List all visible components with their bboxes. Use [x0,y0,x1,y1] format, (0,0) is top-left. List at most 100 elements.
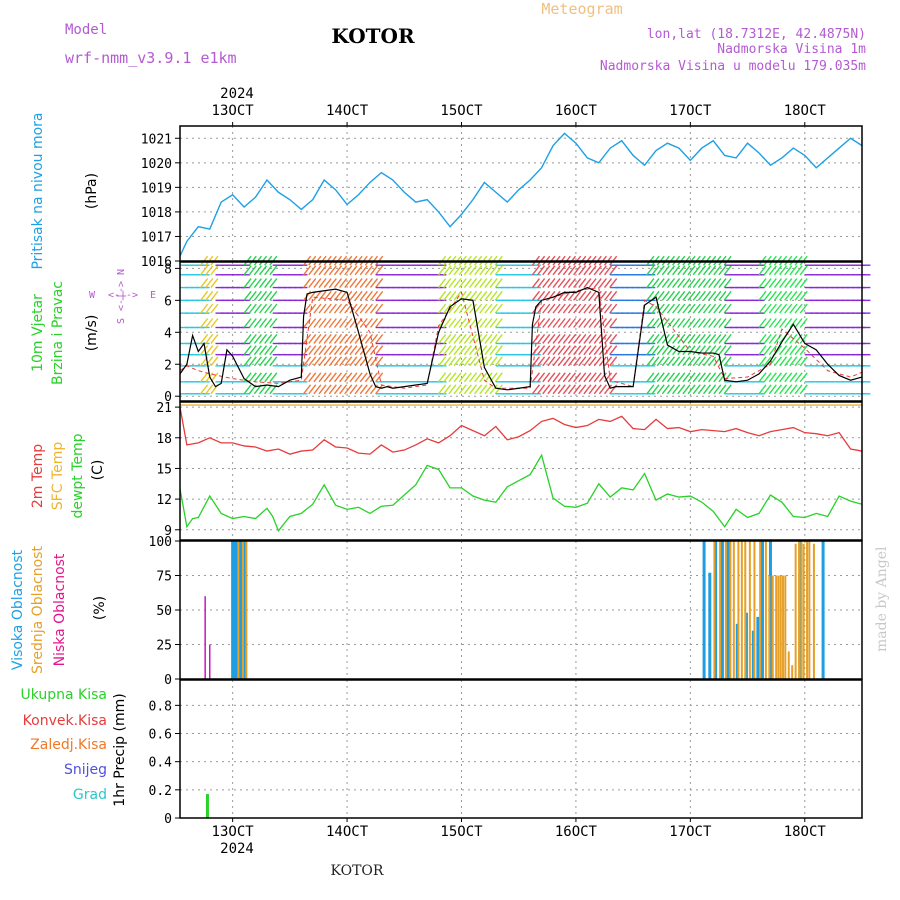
wind-arrow [210,265,219,276]
x-tick-label-top: 13OCT [212,103,255,119]
wind-arrow [651,384,660,395]
cloud-mid-bar [245,541,248,679]
wind-arrow [609,334,618,344]
cloud-ytick-label: 100 [149,535,172,550]
cloud-high-bar [714,541,718,679]
wind-arrow [375,278,384,288]
wind-arrow [651,356,660,367]
wind-arrow [779,265,788,276]
cloud-high-bar [720,541,724,679]
wind-arrow [773,278,783,288]
wind-arrow [318,384,327,395]
wind-arrow [672,372,681,383]
wind-arrow [468,265,478,276]
wind-arrow [713,318,722,328]
wind-arrow [687,303,696,314]
wind-arrow [702,384,712,395]
wind-arrow [779,345,788,356]
wind-arrow [682,384,691,395]
wind-arrow [313,384,322,395]
wind-arrow [453,278,462,288]
wind-arrow [463,384,472,395]
wind-arrow [269,372,278,383]
wind-arrow [794,278,803,288]
wind-arrow [677,345,686,356]
wind-arrow [573,384,582,395]
wind-arrow [264,372,273,383]
wind-arrow [200,303,209,314]
wind-arrow [264,384,273,395]
wind-ytick-label: 6 [164,294,172,309]
wind-arrow [687,356,696,367]
wind-arrow [253,265,262,276]
cloud-mid-bar [798,541,801,679]
wind-arrow [697,384,706,395]
wind-arrow [682,356,691,367]
cloud-mid-bar [732,541,735,679]
wind-arrow [547,318,556,328]
wind-arrow [692,372,701,383]
cloud-ytick-label: 25 [156,639,172,654]
wind-arrow [328,356,337,367]
wind-arrow [718,290,727,301]
wind-arrow [646,345,655,356]
wind-arrow [609,265,618,276]
wind-arrow [375,290,384,301]
wind-arrow [253,318,262,328]
precip-legend-frz: Zaledj.Kisa [30,737,107,753]
wind-arrow [443,318,452,328]
wind-arrow [666,334,676,344]
wind-arrow [323,372,332,383]
wind-arrow [323,290,332,301]
wind-arrow [463,278,472,288]
wind-arrow [692,318,701,328]
wind-arrow [318,303,327,314]
wind-arrow [349,290,358,301]
wind-arrow [578,356,587,367]
wind-arrow [666,372,676,383]
wind-arrow [258,303,268,314]
wind-arrow [364,303,373,314]
wind-arrow [537,318,546,328]
wind-arrow [489,318,498,328]
wind-arrow [708,265,717,276]
wind-arrow [537,303,546,314]
wind-arrow [661,290,670,301]
wind-arrow [537,334,546,344]
wind-arrow [656,384,665,395]
wind-arrow [323,265,332,276]
wind-arrow [308,303,317,314]
wind-arrow [789,303,798,314]
wind-arrow [243,278,252,288]
wind-arrow [677,356,686,367]
wind-arrow [578,334,587,344]
wind-arrow [453,384,462,395]
wind-arrow [646,303,655,314]
compass-s: S [116,318,127,324]
wind-arrow [494,278,503,288]
dewpt-line [179,453,863,533]
wind-arrow [672,265,681,276]
wind-arrow [489,356,498,367]
wind-arrow [313,290,322,301]
wind-arrow [799,290,808,301]
wind-arrow [609,303,618,314]
compass-ns-arrows: <-|-> [116,281,127,311]
wind-arrow [682,290,691,301]
cloud-label-a: Visoka Oblacnost [10,549,26,670]
wind-arrow [463,356,472,367]
wind-arrow [248,265,257,276]
wind-arrow [672,303,681,314]
wind-arrow [784,345,793,356]
wind-arrow [708,318,717,328]
wind-arrow [794,356,803,367]
cloud-mid-bar [808,541,811,679]
wind-arrow [494,372,503,383]
wind-arrow [578,303,587,314]
wind-arrow [258,356,268,367]
precip-total-bar [205,794,209,818]
cloud-high-bar [708,572,712,679]
wind-arrow [318,265,327,276]
wind-arrow [682,278,691,288]
meteogram-title: Meteogram [541,0,622,18]
